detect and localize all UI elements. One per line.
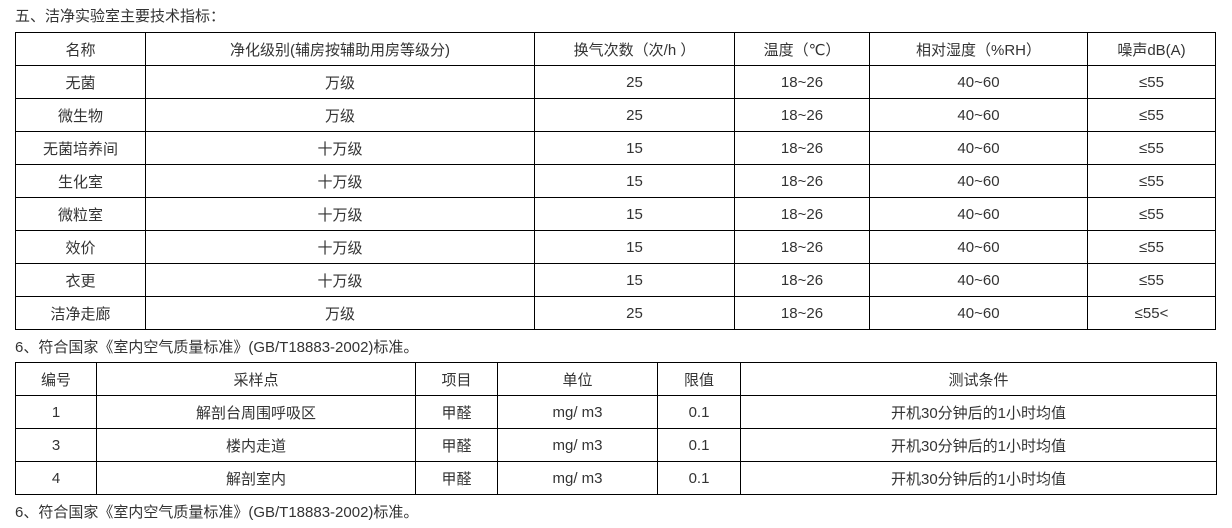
table-cell: 衣更	[15, 263, 146, 297]
table-cell: 40~60	[869, 296, 1088, 330]
table-cell: 40~60	[869, 230, 1088, 264]
table-cell: 1	[15, 395, 97, 429]
table-cell: 0.1	[657, 428, 741, 462]
table-row: 1 解剖台周围呼吸区 甲醛 mg/ m3 0.1 开机30分钟后的1小时均值	[15, 395, 1217, 429]
column-header: 测试条件	[740, 362, 1217, 396]
table-cell: 25	[534, 98, 735, 132]
table-cell: 18~26	[734, 263, 870, 297]
table-cell: mg/ m3	[497, 428, 658, 462]
table-cell: 25	[534, 296, 735, 330]
table-cell: ≤55	[1087, 131, 1216, 165]
cleanroom-spec-table: 名称 净化级别(辅房按辅助用房等级分) 换气次数（次/h ）温度（℃） 相对湿度（%R…	[15, 32, 1216, 330]
column-header: 相对湿度（%RH）	[869, 32, 1088, 66]
table-cell: 40~60	[869, 164, 1088, 198]
table-cell: 0.1	[657, 461, 741, 495]
table-row: 洁净走廊 万级 25 18~26 40~60 ≤55<	[15, 296, 1216, 330]
table-cell: 甲醛	[415, 395, 498, 429]
table-cell: 甲醛	[415, 428, 498, 462]
column-header: 项目	[415, 362, 498, 396]
table-cell: 洁净走廊	[15, 296, 146, 330]
table-cell: 18~26	[734, 98, 870, 132]
air-quality-table: 编号 采样点 项目 单位 限值 测试条件 1 解剖台周围呼吸区 甲醛 mg/ m3 0.1 开机30分…	[15, 362, 1217, 495]
table-cell: 十万级	[145, 131, 535, 165]
table-cell: 40~60	[869, 197, 1088, 231]
table-cell: 生化室	[15, 164, 146, 198]
table-cell: 甲醛	[415, 461, 498, 495]
table-cell: ≤55	[1087, 197, 1216, 231]
table-cell: 4	[15, 461, 97, 495]
section-heading-5: 五、洁净实验室主要技术指标：	[15, 8, 226, 25]
header-row: 名称 净化级别(辅房按辅助用房等级分) 换气次数（次/h ）温度（℃） 相对湿度（%R…	[15, 32, 1216, 66]
table-cell: ≤55	[1087, 263, 1216, 297]
table-cell: 十万级	[145, 263, 535, 297]
table-row: 效价 十万级 15 18~26 40~60 ≤55	[15, 230, 1216, 264]
table-cell: 15	[534, 263, 735, 297]
table-cell: 十万级	[145, 197, 535, 231]
table-row: 生化室 十万级 15 18~26 40~60 ≤55	[15, 164, 1216, 198]
table-cell: ≤55	[1087, 230, 1216, 264]
table-row: 无菌培养间 十万级 15 18~26 40~60 ≤55	[15, 131, 1216, 165]
column-header: 采样点	[96, 362, 416, 396]
table-cell: ≤55	[1087, 164, 1216, 198]
table-cell: 微粒室	[15, 197, 146, 231]
table-cell: 万级	[145, 296, 535, 330]
table-cell: 40~60	[869, 263, 1088, 297]
table-cell: 效价	[15, 230, 146, 264]
column-header: 名称	[15, 32, 146, 66]
table-cell: 18~26	[734, 197, 870, 231]
column-header: 限值	[657, 362, 741, 396]
table-cell: ≤55	[1087, 65, 1216, 99]
table-cell: 微生物	[15, 98, 146, 132]
table-cell: 25	[534, 65, 735, 99]
table-cell: 18~26	[734, 131, 870, 165]
table-cell: mg/ m3	[497, 395, 658, 429]
table-cell: 15	[534, 230, 735, 264]
table-cell: 40~60	[869, 131, 1088, 165]
table-row: 衣更 十万级 15 18~26 40~60 ≤55	[15, 263, 1216, 297]
column-header: 净化级别(辅房按辅助用房等级分)	[145, 32, 535, 66]
table-cell: 15	[534, 131, 735, 165]
table-row: 3 楼内走道 甲醛 mg/ m3 0.1 开机30分钟后的1小时均值	[15, 428, 1217, 462]
table-cell: 无菌培养间	[15, 131, 146, 165]
column-header: 换气次数（次/h ）	[534, 32, 735, 66]
table-cell: 40~60	[869, 98, 1088, 132]
table-cell: ≤55<	[1087, 296, 1216, 330]
table-cell: 万级	[145, 98, 535, 132]
table-cell: 十万级	[145, 230, 535, 264]
table-cell: 0.1	[657, 395, 741, 429]
table-cell: 无菌	[15, 65, 146, 99]
table-cell: 15	[534, 164, 735, 198]
section-heading-6-repeat: 6、符合国家《室内空气质量标准》(GB/T18883-2002)标准。	[15, 504, 419, 521]
table-cell: 40~60	[869, 65, 1088, 99]
table-cell: 18~26	[734, 164, 870, 198]
table-cell: 十万级	[145, 164, 535, 198]
column-header: 噪声dB(A)	[1087, 32, 1216, 66]
table-row: 无菌 万级 25 18~26 40~60 ≤55	[15, 65, 1216, 99]
table-cell: 开机30分钟后的1小时均值	[740, 461, 1217, 495]
table-cell: ≤55	[1087, 98, 1216, 132]
column-header: 单位	[497, 362, 658, 396]
table-cell: 18~26	[734, 65, 870, 99]
table-cell: 18~26	[734, 230, 870, 264]
section-heading-6: 6、符合国家《室内空气质量标准》(GB/T18883-2002)标准。	[15, 339, 419, 356]
table-cell: 3	[15, 428, 97, 462]
column-header: 温度（℃）	[734, 32, 870, 66]
table-cell: 解剖台周围呼吸区	[96, 395, 416, 429]
table-cell: mg/ m3	[497, 461, 658, 495]
table-cell: 18~26	[734, 296, 870, 330]
table-cell: 楼内走道	[96, 428, 416, 462]
table-cell: 15	[534, 197, 735, 231]
table-cell: 开机30分钟后的1小时均值	[740, 428, 1217, 462]
table-cell: 开机30分钟后的1小时均值	[740, 395, 1217, 429]
table-row: 微粒室 十万级 15 18~26 40~60 ≤55	[15, 197, 1216, 231]
column-header: 编号	[15, 362, 97, 396]
table-row: 4 解剖室内 甲醛 mg/ m3 0.1 开机30分钟后的1小时均值	[15, 461, 1217, 495]
table-cell: 万级	[145, 65, 535, 99]
header-row: 编号 采样点 项目 单位 限值 测试条件	[15, 362, 1217, 396]
table-row: 微生物 万级 25 18~26 40~60 ≤55	[15, 98, 1216, 132]
table-cell: 解剖室内	[96, 461, 416, 495]
